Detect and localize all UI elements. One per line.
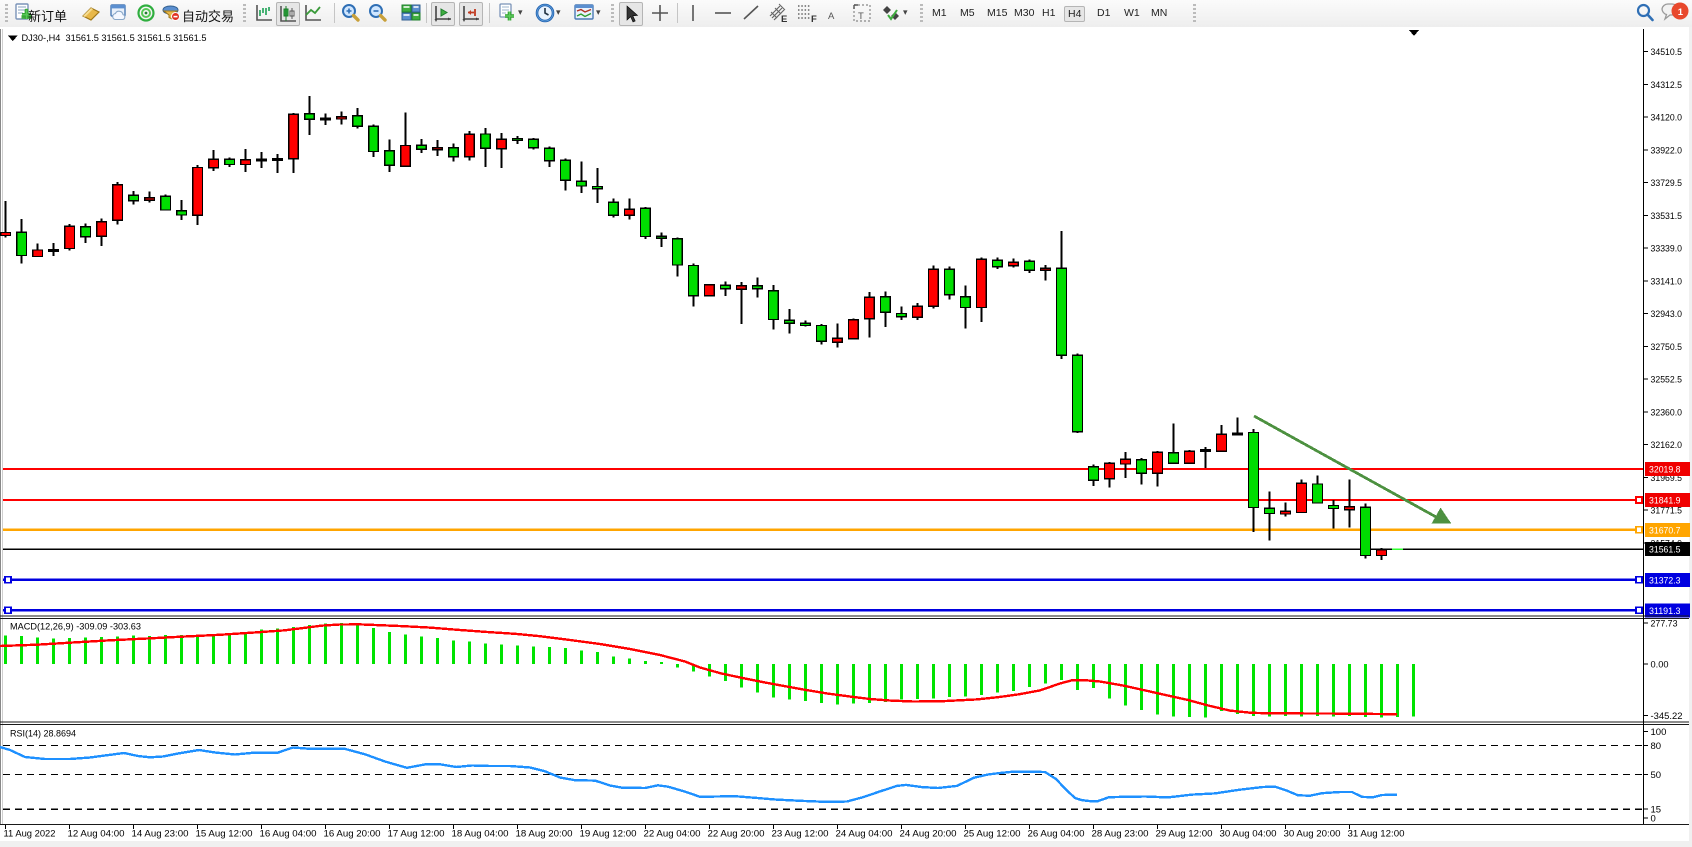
svg-text:32943.0: 32943.0 [1651, 309, 1683, 320]
svg-text:0.00: 0.00 [1651, 660, 1669, 671]
svg-text:32019.8: 32019.8 [1649, 465, 1681, 476]
svg-text:16 Aug 20:00: 16 Aug 20:00 [324, 829, 381, 840]
svg-text:11 Aug 2022: 11 Aug 2022 [4, 829, 56, 840]
svg-text:31841.9: 31841.9 [1649, 496, 1681, 507]
svg-text:31969.5: 31969.5 [1651, 473, 1683, 484]
svg-text:F: F [811, 14, 817, 24]
svg-text:33531.5: 33531.5 [1651, 211, 1683, 222]
svg-text:25 Aug 12:00: 25 Aug 12:00 [964, 829, 1021, 840]
svg-text:31191.3: 31191.3 [1649, 606, 1681, 617]
svg-text:31670.7: 31670.7 [1649, 525, 1681, 536]
svg-text:14 Aug 23:00: 14 Aug 23:00 [132, 829, 189, 840]
svg-text:31 Aug 12:00: 31 Aug 12:00 [1348, 829, 1405, 840]
svg-text:0: 0 [1651, 813, 1656, 824]
svg-text:31771.5: 31771.5 [1651, 506, 1683, 517]
svg-text:MACD(12,26,9) -309.09 -303.63: MACD(12,26,9) -309.09 -303.63 [10, 622, 141, 633]
svg-text:15: 15 [1651, 805, 1662, 816]
svg-text:32162.0: 32162.0 [1651, 440, 1683, 451]
svg-text:22 Aug 20:00: 22 Aug 20:00 [708, 829, 765, 840]
svg-text:E: E [781, 14, 787, 24]
svg-text:16 Aug 04:00: 16 Aug 04:00 [260, 829, 317, 840]
svg-text:24 Aug 20:00: 24 Aug 20:00 [900, 829, 957, 840]
svg-text:100: 100 [1651, 727, 1667, 738]
svg-text:80: 80 [1651, 741, 1662, 752]
svg-text:29 Aug 12:00: 29 Aug 12:00 [1156, 829, 1213, 840]
svg-text:31372.3: 31372.3 [1649, 575, 1681, 586]
svg-text:30 Aug 20:00: 30 Aug 20:00 [1284, 829, 1341, 840]
svg-text:34120.0: 34120.0 [1651, 113, 1683, 124]
svg-text:32552.5: 32552.5 [1651, 375, 1683, 386]
svg-text:277.73: 277.73 [1651, 619, 1678, 630]
svg-text:19 Aug 12:00: 19 Aug 12:00 [580, 829, 637, 840]
svg-text:31561.5: 31561.5 [1649, 544, 1681, 555]
svg-text:-345.22: -345.22 [1651, 711, 1683, 722]
svg-text:22 Aug 04:00: 22 Aug 04:00 [644, 829, 701, 840]
svg-text:18 Aug 04:00: 18 Aug 04:00 [452, 829, 509, 840]
svg-text:23 Aug 12:00: 23 Aug 12:00 [772, 829, 829, 840]
svg-text:34510.5: 34510.5 [1651, 47, 1683, 58]
svg-text:T: T [858, 11, 864, 22]
svg-text:1: 1 [1678, 7, 1684, 18]
svg-text:32360.0: 32360.0 [1651, 407, 1683, 418]
svg-text:33339.0: 33339.0 [1651, 244, 1683, 255]
svg-text:12 Aug 04:00: 12 Aug 04:00 [68, 829, 125, 840]
svg-text:33729.5: 33729.5 [1651, 178, 1683, 189]
svg-text:33922.0: 33922.0 [1651, 145, 1683, 156]
svg-text:28 Aug 23:00: 28 Aug 23:00 [1092, 829, 1149, 840]
svg-text:33141.0: 33141.0 [1651, 276, 1683, 287]
svg-text:DJ30-,H4 31561.5 31561.5 3156: DJ30-,H4 31561.5 31561.5 31561.5 31561.5 [22, 33, 207, 44]
svg-text:34312.5: 34312.5 [1651, 80, 1683, 91]
svg-text:32750.5: 32750.5 [1651, 342, 1683, 353]
svg-text:15 Aug 12:00: 15 Aug 12:00 [196, 829, 253, 840]
svg-text:18 Aug 20:00: 18 Aug 20:00 [516, 829, 573, 840]
svg-text:30 Aug 04:00: 30 Aug 04:00 [1220, 829, 1277, 840]
svg-text:RSI(14) 28.8694: RSI(14) 28.8694 [10, 729, 76, 740]
svg-text:50: 50 [1651, 770, 1662, 781]
svg-text:17 Aug 12:00: 17 Aug 12:00 [388, 829, 445, 840]
svg-text:26 Aug 04:00: 26 Aug 04:00 [1028, 829, 1085, 840]
svg-text:24 Aug 04:00: 24 Aug 04:00 [836, 829, 893, 840]
svg-text:A: A [828, 11, 835, 22]
